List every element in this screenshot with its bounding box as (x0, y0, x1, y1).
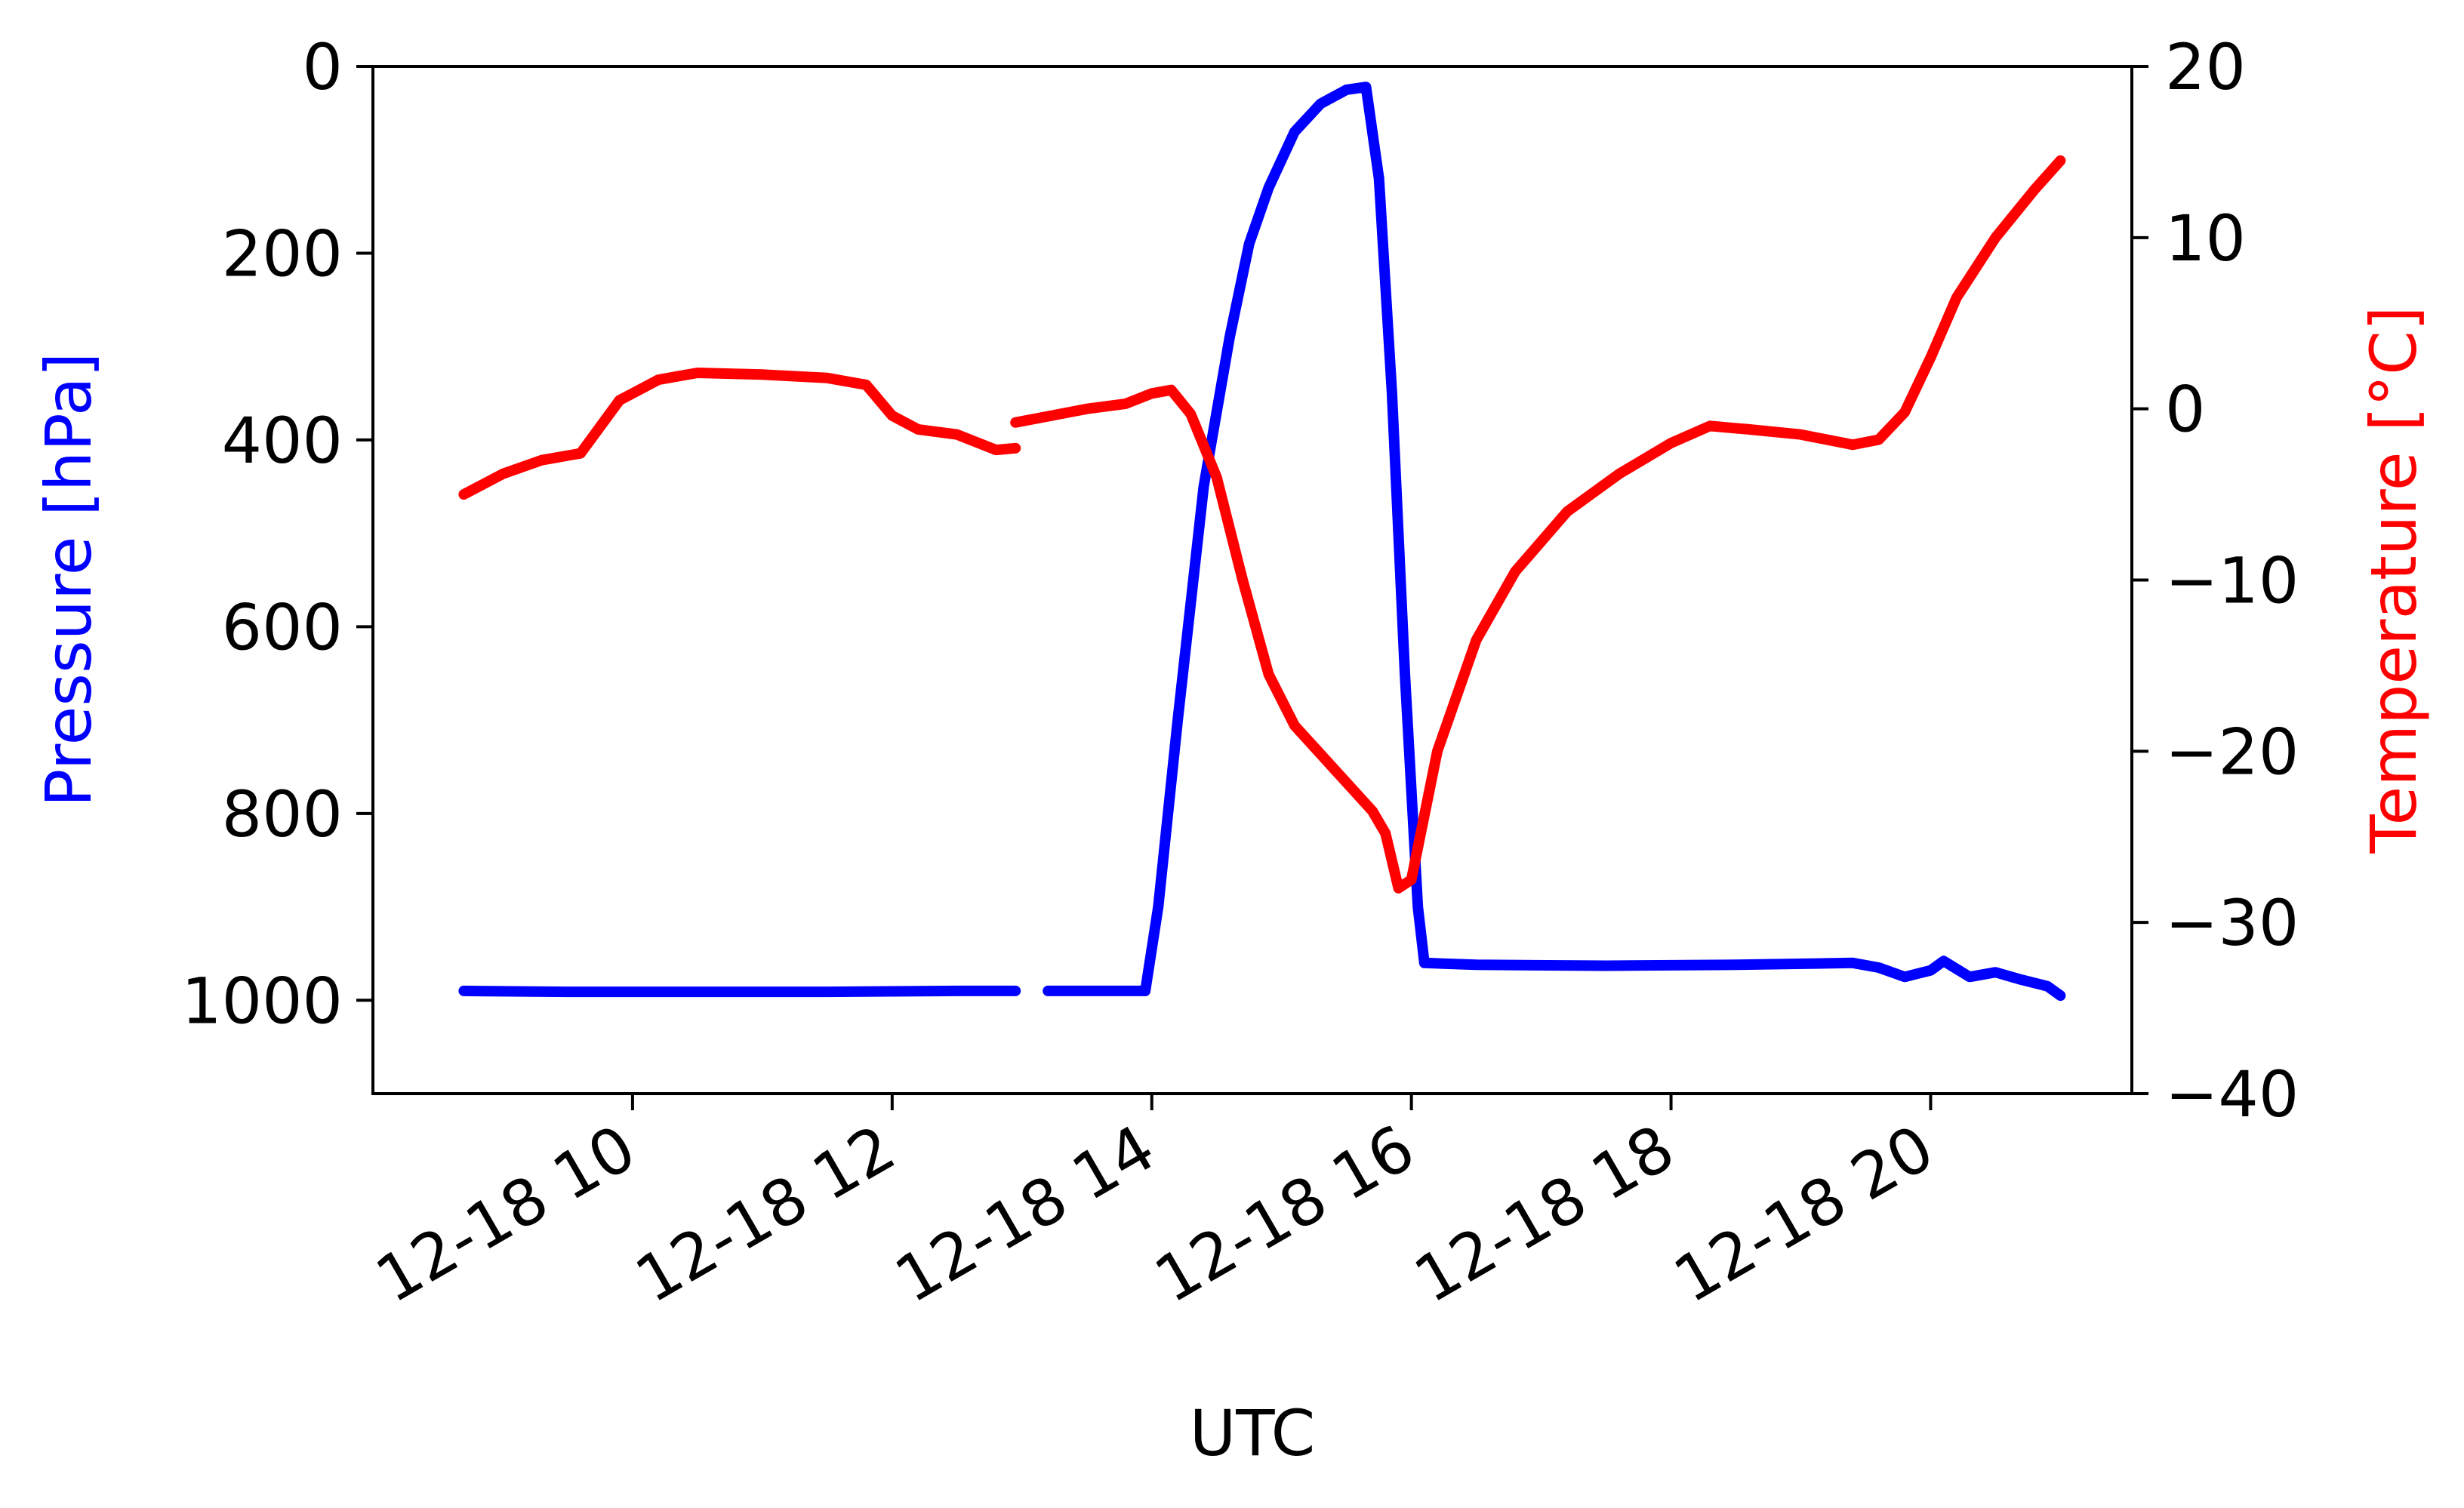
right-y-tick-label: 10 (2165, 202, 2246, 275)
left-y-tick-label: 1000 (181, 964, 343, 1038)
left-y-tick-label: 0 (303, 30, 343, 104)
left-y-tick-label: 400 (222, 404, 343, 478)
left-y-tick-label: 200 (222, 217, 343, 291)
right-y-tick-label: −30 (2165, 886, 2299, 960)
temperature-series-line (1010, 155, 2066, 894)
right-y-tick-label: −10 (2165, 544, 2299, 618)
plot-series-layer (458, 82, 2066, 1002)
left-y-tick-label: 600 (222, 590, 343, 664)
right-y-tick-label: 20 (2165, 30, 2246, 104)
x-tick-label: 12-18 12 (624, 1110, 907, 1317)
right-y-tick-label: 0 (2165, 373, 2205, 447)
temperature-series-line (458, 368, 1021, 500)
right-y-tick-label: −20 (2165, 715, 2299, 789)
x-tick-label: 12-18 10 (364, 1110, 648, 1317)
left-y-axis-title: Pressure [hPa] (32, 352, 106, 808)
pressure-series-line (1043, 82, 2066, 1002)
right-y-axis-ticks: 20 10 0 −10 −20 −30 −40 (2132, 30, 2299, 1131)
x-tick-label: 12-18 20 (1662, 1110, 1945, 1317)
x-tick-label: 12-18 14 (883, 1110, 1167, 1317)
right-y-tick-label: −40 (2165, 1057, 2299, 1131)
pressure-series-line (458, 985, 1021, 998)
left-y-axis-ticks: 0 200 400 600 800 1000 (181, 30, 373, 1038)
x-axis-title: UTC (1190, 1396, 1316, 1470)
x-tick-label: 12-18 18 (1402, 1110, 1686, 1317)
left-y-tick-label: 800 (222, 777, 343, 851)
right-y-axis-title: Temperature [°C] (2357, 306, 2431, 854)
x-tick-label: 12-18 16 (1143, 1110, 1427, 1317)
